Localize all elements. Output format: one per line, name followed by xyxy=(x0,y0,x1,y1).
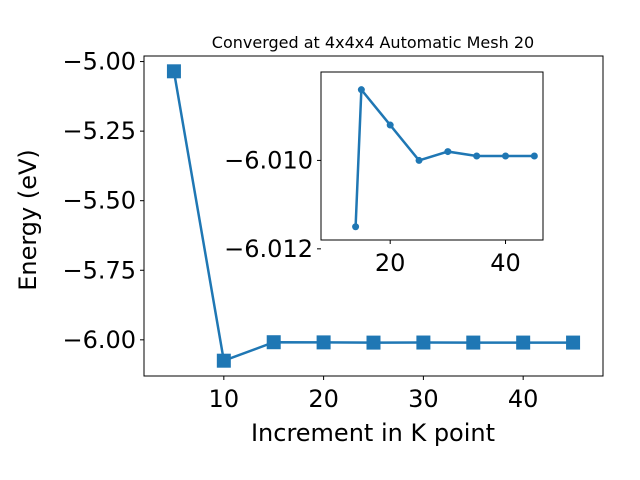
chart-title: Converged at 4x4x4 Automatic Mesh 20 xyxy=(212,33,534,52)
data-point xyxy=(352,223,360,231)
y-tick-label: −5.00 xyxy=(62,48,136,76)
data-point xyxy=(466,335,481,350)
data-point xyxy=(216,353,231,368)
inset-axes-frame xyxy=(320,71,544,241)
y-tick-label: −5.50 xyxy=(62,187,136,215)
data-point xyxy=(357,86,365,94)
data-point xyxy=(473,152,481,160)
data-point xyxy=(316,335,331,350)
data-point xyxy=(166,64,181,79)
data-point xyxy=(444,148,452,156)
data-point xyxy=(386,121,394,129)
main-plot-area xyxy=(166,64,581,368)
x-tick-label: 20 xyxy=(308,385,339,413)
data-point xyxy=(516,335,531,350)
data-point xyxy=(266,335,281,350)
x-tick-label: 40 xyxy=(508,385,539,413)
data-point xyxy=(366,335,381,350)
y-tick-label: −6.010 xyxy=(224,146,313,174)
x-tick-label: 10 xyxy=(209,385,240,413)
inset-axis-ticks: 20 40 −6.012 −6.010 xyxy=(224,146,521,277)
data-point xyxy=(416,335,431,350)
main-axis-ticks: 10 20 30 40 −5.00 −5.25 −5.50 −5.75 −6.00 xyxy=(62,48,538,413)
data-point xyxy=(502,152,510,160)
data-point xyxy=(415,156,423,164)
y-tick-label: −6.00 xyxy=(62,326,136,354)
y-axis-label: Energy (eV) xyxy=(14,149,42,291)
inset-plot-area xyxy=(352,86,538,231)
data-point xyxy=(566,335,581,350)
main-chart: Converged at 4x4x4 Automatic Mesh 20 10 2… xyxy=(14,33,604,447)
inset-chart: 20 40 −6.012 −6.010 xyxy=(224,71,544,277)
series-line xyxy=(354,86,535,227)
main-axes-frame xyxy=(143,55,604,377)
x-axis-label: Increment in K point xyxy=(251,419,495,447)
y-tick-label: −6.012 xyxy=(224,235,313,263)
x-tick-label: 20 xyxy=(375,249,406,277)
y-tick-label: −5.75 xyxy=(62,256,136,284)
x-tick-label: 30 xyxy=(408,385,439,413)
x-tick-label: 40 xyxy=(490,249,521,277)
data-point xyxy=(530,152,538,160)
y-tick-label: −5.25 xyxy=(62,117,136,145)
